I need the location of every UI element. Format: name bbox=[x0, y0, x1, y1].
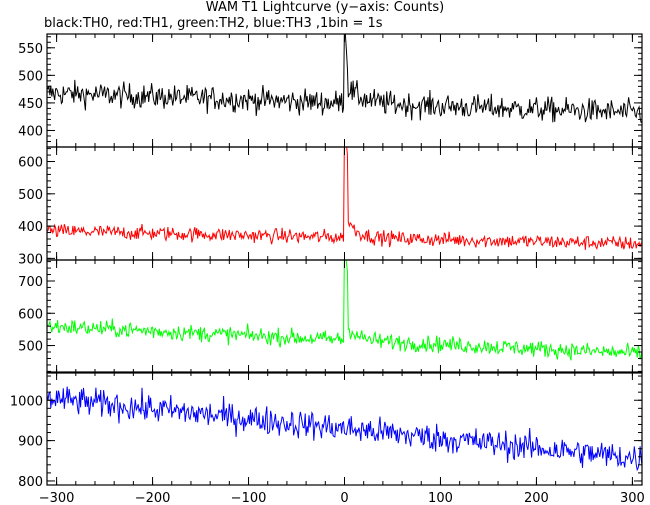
x-tick-label: −100 bbox=[231, 491, 267, 505]
x-tick-label: 100 bbox=[428, 491, 453, 505]
chart-subtitle: black:TH0, red:TH1, green:TH2, blue:TH3 … bbox=[44, 16, 383, 31]
y-tick-label: 800 bbox=[18, 475, 43, 490]
y-tick-label: 600 bbox=[18, 307, 43, 322]
x-tick-label: −300 bbox=[39, 491, 75, 505]
y-tick-label: 450 bbox=[18, 97, 43, 112]
y-tick-label: 500 bbox=[18, 340, 43, 355]
y-tick-label: 700 bbox=[18, 275, 43, 290]
x-tick-label: 200 bbox=[524, 491, 549, 505]
series-line-th0 bbox=[47, 34, 642, 123]
series-line-th2 bbox=[47, 260, 642, 361]
series-line-th1 bbox=[47, 147, 642, 250]
y-tick-label: 1000 bbox=[10, 394, 43, 409]
y-tick-label: 300 bbox=[18, 252, 43, 267]
x-tick-label: −200 bbox=[135, 491, 171, 505]
x-tick-label: 0 bbox=[340, 491, 348, 505]
x-tick-label: 300 bbox=[620, 491, 645, 505]
y-tick-label: 400 bbox=[18, 124, 43, 139]
series-line-th3 bbox=[47, 386, 642, 472]
y-tick-label: 550 bbox=[18, 42, 43, 57]
y-tick-label: 500 bbox=[18, 188, 43, 203]
chart-title: WAM T1 Lightcurve (y−axis: Counts) bbox=[205, 0, 445, 15]
y-tick-label: 600 bbox=[18, 156, 43, 171]
y-tick-label: 900 bbox=[18, 435, 43, 450]
y-tick-label: 500 bbox=[18, 69, 43, 84]
y-tick-label: 400 bbox=[18, 220, 43, 235]
